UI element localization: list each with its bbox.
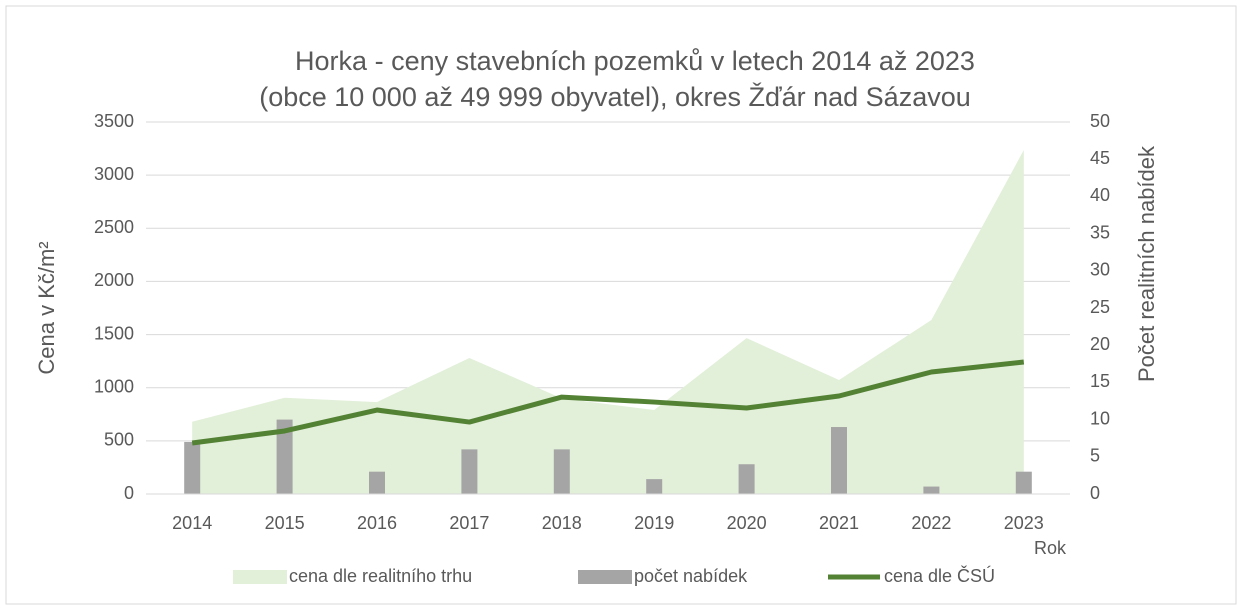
y-axis-title: Cena v Kč/m² — [34, 241, 59, 374]
bar — [369, 471, 385, 494]
bar — [461, 449, 478, 494]
legend-label: cena dle realitního trhu — [289, 566, 472, 586]
bar — [831, 427, 847, 494]
area — [192, 150, 1024, 494]
legend-label: počet nabídek — [634, 566, 748, 586]
x-tick-label: 2018 — [542, 513, 582, 533]
y-tick-label: 500 — [104, 430, 134, 450]
y-tick-label: 2000 — [94, 270, 134, 290]
y2-tick-label: 5 — [1090, 446, 1100, 466]
bar — [553, 449, 570, 494]
y2-tick-label: 0 — [1090, 483, 1100, 503]
bar — [923, 486, 940, 494]
x-tick-label: 2023 — [1004, 513, 1044, 533]
chart-border — [5, 5, 1237, 605]
bar — [646, 479, 663, 494]
x-tick-label: 2020 — [727, 513, 767, 533]
y2-tick-label: 30 — [1090, 260, 1110, 280]
y2-tick-label: 20 — [1090, 334, 1110, 354]
bar — [738, 464, 755, 494]
x-tick-label: 2016 — [357, 513, 397, 533]
x-tick-label: 2021 — [819, 513, 859, 533]
chart-title: Horka - ceny stavebních pozemků v letech… — [295, 46, 975, 76]
y2-axis-title: Počet realitních nabídek — [1134, 145, 1159, 382]
y2-tick-label: 50 — [1090, 111, 1110, 131]
y-tick-label: 1500 — [94, 323, 134, 343]
legend-label: cena dle ČSÚ — [884, 565, 995, 586]
x-tick-label: 2014 — [172, 513, 212, 533]
legend-swatch — [578, 570, 632, 584]
y2-tick-label: 25 — [1090, 297, 1110, 317]
y2-tick-label: 15 — [1090, 371, 1110, 391]
y2-tick-label: 40 — [1090, 185, 1110, 205]
y2-tick-label: 45 — [1090, 148, 1110, 168]
x-tick-label: 2022 — [911, 513, 951, 533]
bar — [184, 441, 201, 494]
y-tick-label: 3500 — [94, 111, 134, 131]
x-tick-label: 2017 — [449, 513, 489, 533]
y2-tick-label: 10 — [1090, 408, 1110, 428]
bar — [1015, 471, 1032, 494]
line — [191, 359, 1025, 446]
chart-title: (obce 10 000 až 49 999 obyvatel), okres … — [259, 81, 971, 112]
bar — [276, 419, 293, 494]
x-tick-label: 2015 — [265, 513, 305, 533]
y-tick-label: 0 — [124, 483, 134, 503]
y-tick-label: 1000 — [94, 376, 134, 396]
y-tick-label: 2500 — [94, 217, 134, 237]
legend-swatch — [233, 570, 287, 584]
x-tick-label: 2019 — [634, 513, 674, 533]
y2-tick-label: 35 — [1090, 222, 1110, 242]
y-tick-label: 3000 — [94, 164, 134, 184]
x-axis-title: Rok — [1034, 538, 1067, 558]
